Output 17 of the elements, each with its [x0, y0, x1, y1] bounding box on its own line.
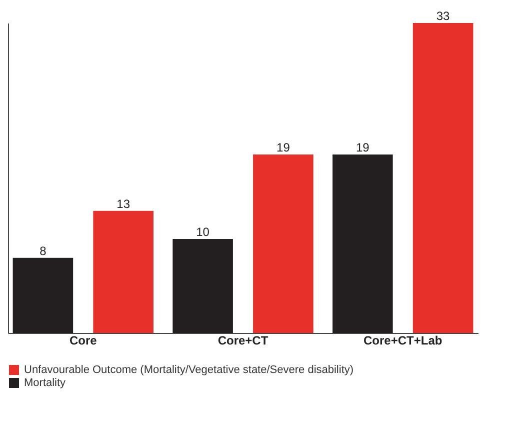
bar — [412, 23, 474, 333]
bar — [332, 154, 393, 333]
data-label: 33 — [436, 9, 450, 23]
data-label: 19 — [356, 140, 370, 155]
x-tick-label: Core+CT+Lab — [364, 334, 442, 348]
legend-label: Mortality — [24, 377, 66, 389]
legend-label: Unfavourable Outcome (Mortality/Vegetative state/Severe disability) — [24, 364, 354, 376]
x-tick-label: Core — [69, 334, 98, 348]
bar — [172, 239, 233, 333]
x-tick-label: Core+CT — [218, 334, 269, 348]
data-label: 19 — [276, 140, 290, 155]
data-label: 13 — [116, 196, 130, 211]
data-label: 8 — [40, 244, 47, 258]
bar — [253, 154, 314, 333]
bar — [93, 210, 154, 333]
data-label: 10 — [196, 225, 210, 240]
bar — [12, 258, 74, 333]
